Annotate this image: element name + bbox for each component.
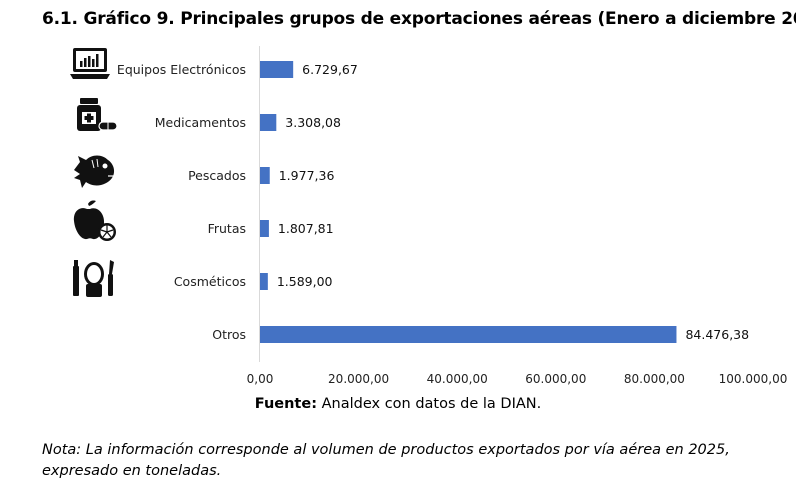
value-label: 3.308,08 (285, 115, 341, 130)
category-label: Medicamentos (155, 115, 246, 130)
x-tick-label: 0,00 (247, 372, 274, 386)
bars-group (260, 61, 677, 343)
value-label: 84.476,38 (685, 327, 749, 342)
category-label: Otros (212, 327, 246, 342)
category-label: Pescados (188, 168, 246, 183)
value-label: 1.589,00 (277, 274, 333, 289)
category-label: Cosméticos (174, 274, 246, 289)
source-note: Fuente: Analdex con datos de la DIAN. (0, 396, 796, 412)
value-label: 1.977,36 (279, 168, 335, 183)
x-tick-label: 100.000,00 (719, 372, 788, 386)
category-label: Equipos Electrónicos (117, 62, 246, 77)
medicine-icon (77, 98, 118, 131)
x-tick-label: 40.000,00 (427, 372, 488, 386)
fish-icon (74, 155, 115, 188)
bar-5 (260, 326, 677, 343)
category-labels: Equipos Electrónicos Medicamentos Pescados… (117, 62, 246, 342)
footnote: Nota: La información corresponde al volu… (42, 442, 730, 479)
bar-3 (260, 220, 269, 237)
bar-chart: Equipos Electrónicos Medicamentos Pescados… (70, 46, 788, 386)
laptop-icon (70, 48, 110, 79)
x-tick-label: 60.000,00 (525, 372, 586, 386)
bar-4 (260, 273, 268, 290)
bar-0 (260, 61, 294, 78)
value-label: 1.807,81 (278, 221, 334, 236)
source-label: Fuente: (254, 396, 317, 412)
x-tick-label: 20.000,00 (328, 372, 389, 386)
cosmetics-icon (73, 260, 114, 297)
source-text: Analdex con datos de la DIAN. (317, 396, 542, 412)
bar-1 (260, 114, 277, 131)
chart-title: 6.1. Gráfico 9. Principales grupos de ex… (42, 9, 796, 29)
value-label: 6.729,67 (302, 62, 358, 77)
category-label: Frutas (208, 221, 246, 236)
bar-2 (260, 167, 270, 184)
x-tick-label: 80.000,00 (624, 372, 685, 386)
fruit-icon (73, 200, 116, 241)
value-labels: 6.729,67 3.308,08 1.977,36 1.807,81 1.589,00… (277, 62, 749, 342)
x-axis-ticks: 0,00 20.000,00 40.000,00 60.000,00 80.000,00… (247, 372, 788, 386)
